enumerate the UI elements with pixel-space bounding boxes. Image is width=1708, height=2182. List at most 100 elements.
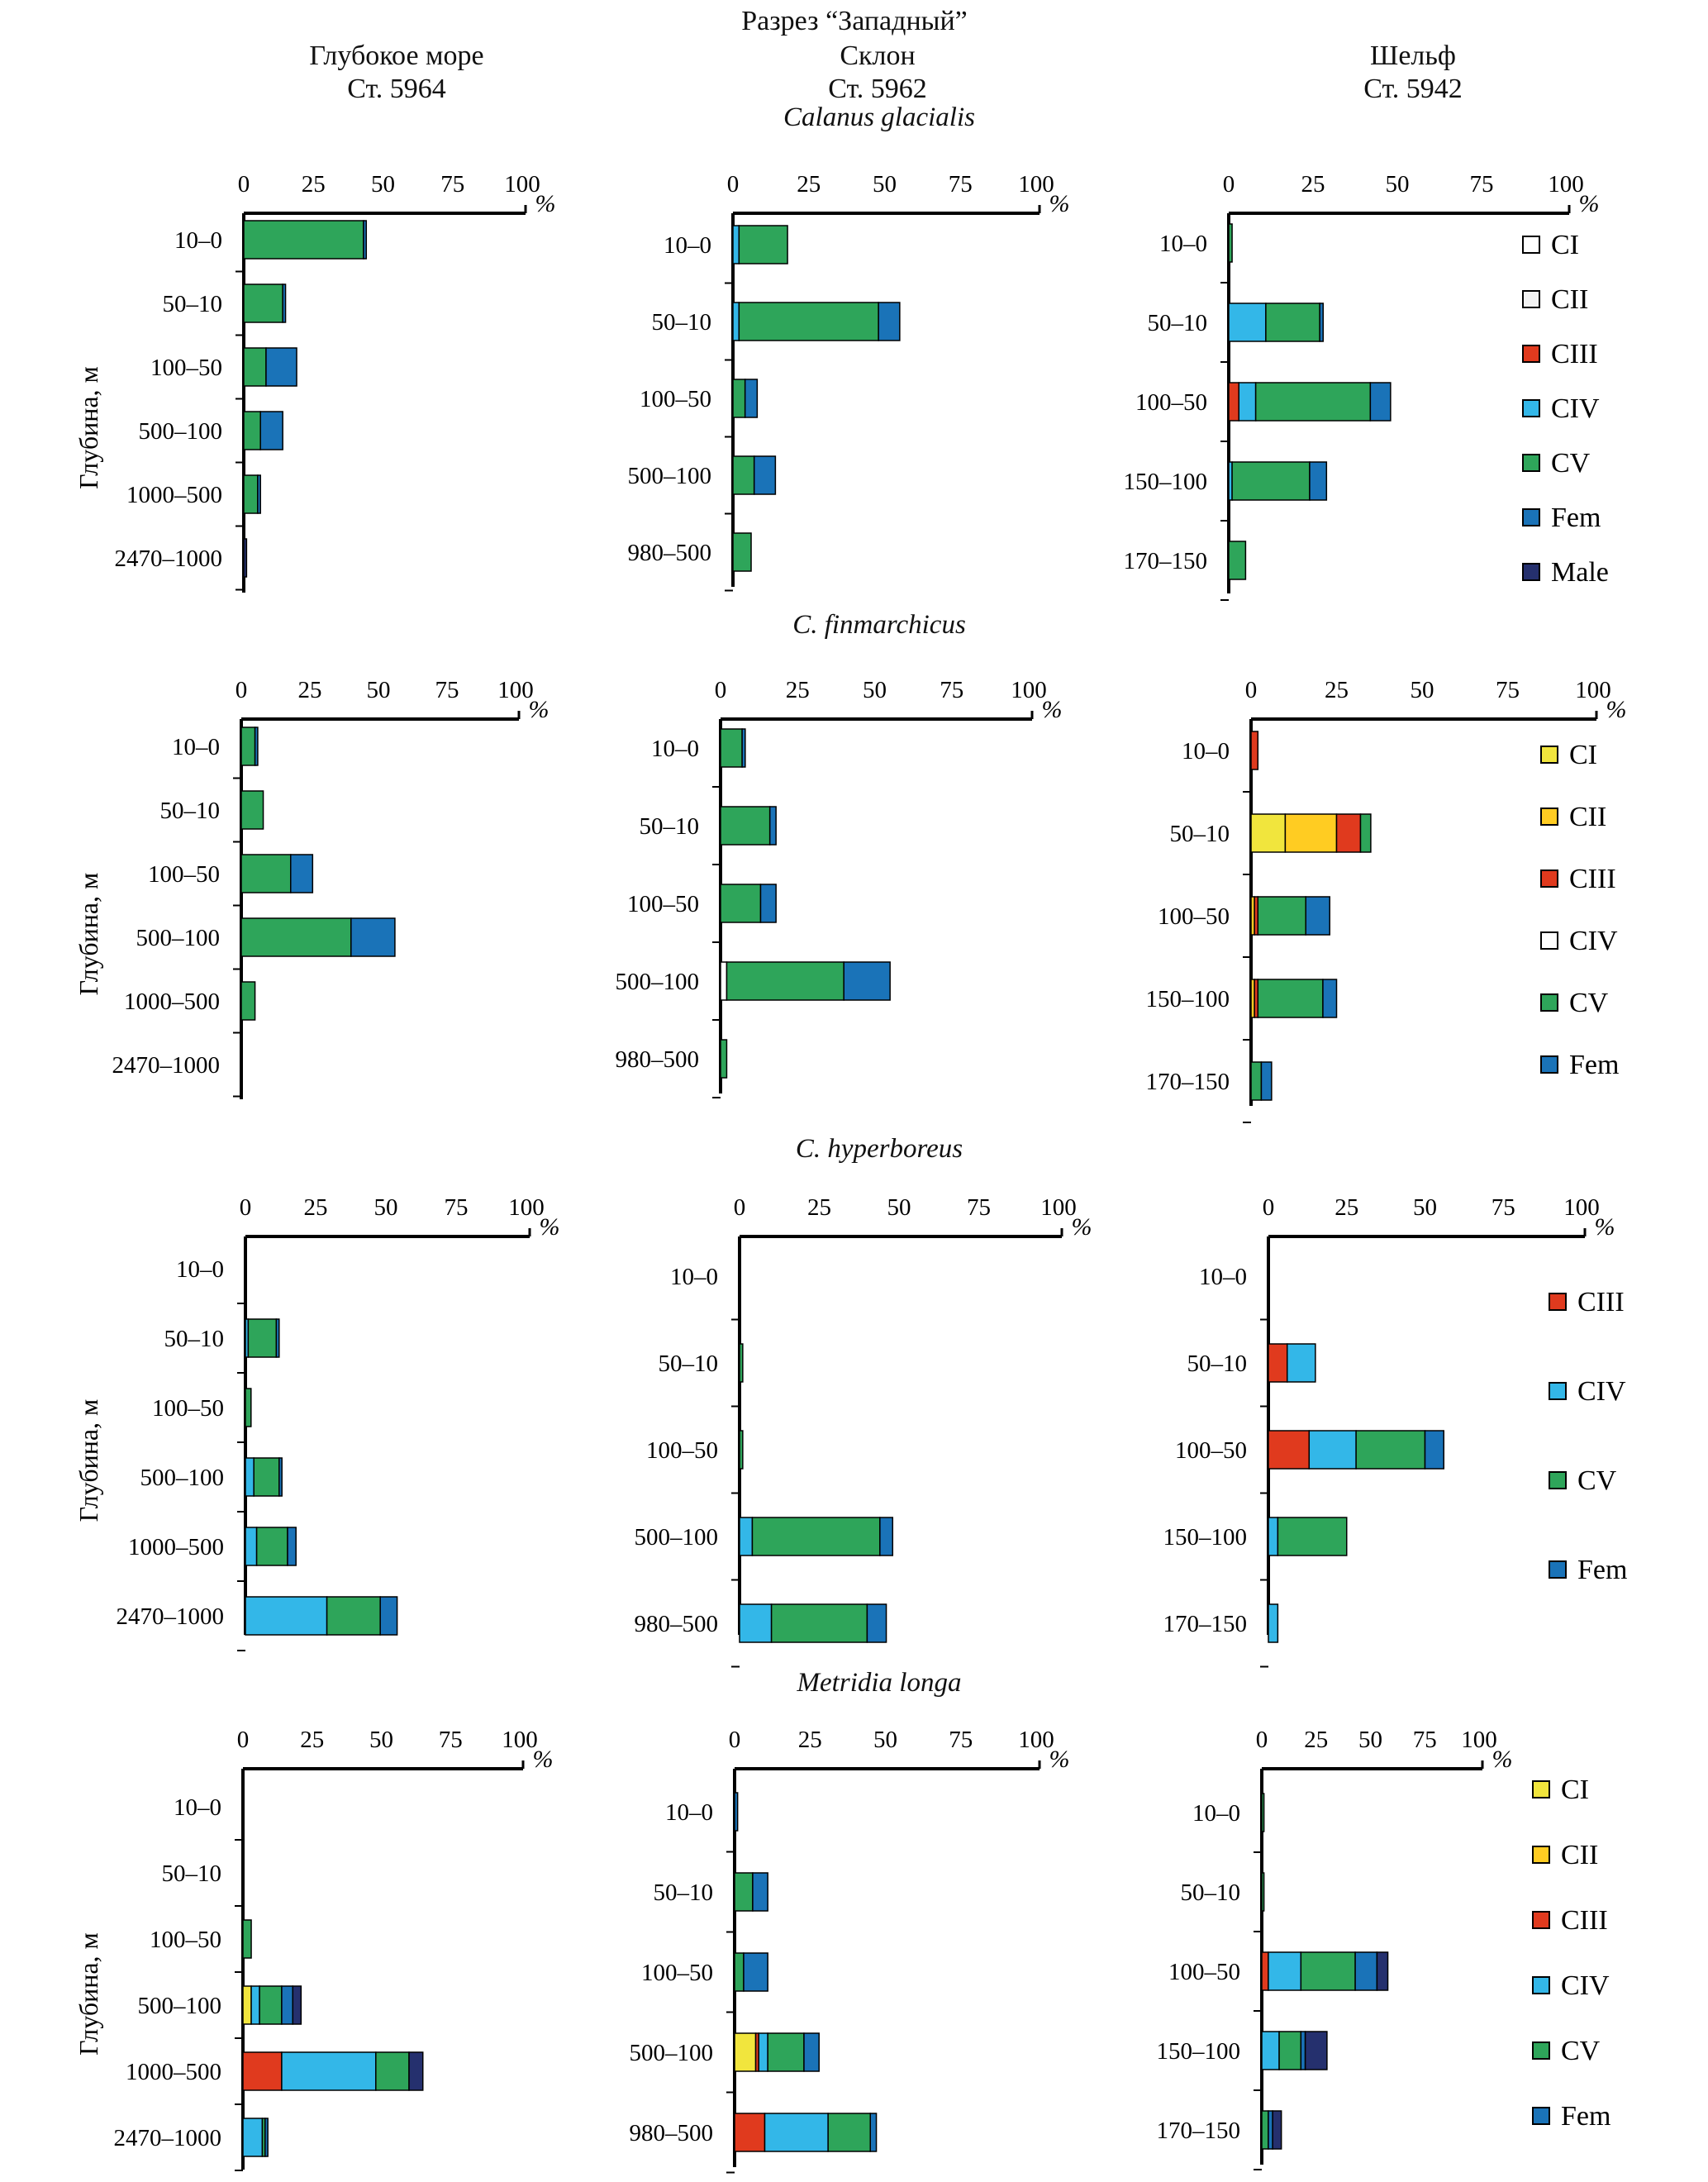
legend-label: CIII — [1577, 1287, 1625, 1317]
bar-segment-male — [1272, 2110, 1282, 2150]
y-tick-label: 50–10 — [640, 813, 700, 840]
x-tick-label: 50 — [873, 171, 897, 198]
x-tick-label: 50 — [374, 1194, 398, 1221]
x-tick-label: 0 — [734, 1194, 746, 1221]
bar-segment-cv — [255, 1527, 288, 1566]
x-unit-label: % — [529, 696, 550, 723]
bar-segment-civ — [1268, 1951, 1302, 1991]
bar-segment-fem — [254, 727, 259, 766]
legend-label: CI — [1551, 230, 1579, 260]
bar-segment-fem — [1369, 382, 1392, 422]
y-tick-label: 100–50 — [150, 355, 222, 381]
x-tick-label: 75 — [949, 1727, 973, 1753]
legend-swatch-fem — [1549, 1560, 1567, 1579]
bar-segment-fem — [1319, 303, 1324, 342]
x-tick-label: 50 — [1386, 171, 1410, 198]
bar-segment-civ — [732, 225, 740, 264]
y-tick-label: 170–150 — [1124, 548, 1208, 574]
bar-segment-civ — [250, 1985, 260, 2025]
legend-3: CIII CIV CV Fem — [1549, 1287, 1627, 1585]
x-tick-label: 0 — [1263, 1194, 1275, 1221]
bar-segment-cv — [732, 455, 755, 495]
bar-segment-ciii — [734, 2113, 766, 2152]
bar-segment-civ — [1286, 1343, 1316, 1383]
bar-segment-cv — [732, 379, 746, 418]
bar-segment-cv — [738, 302, 879, 341]
bar-segment-fem — [290, 854, 314, 893]
legend-swatch-ci — [1522, 236, 1540, 254]
bar-segment-fem — [1354, 1951, 1378, 1991]
bar-segment-cv — [375, 2051, 410, 2091]
bar-segment-cv — [253, 1457, 280, 1497]
bar-segment-cv — [240, 917, 352, 957]
y-tick-label: 1000–500 — [124, 989, 220, 1015]
legend-swatch-cii — [1532, 1846, 1550, 1864]
x-tick-label: 25 — [302, 171, 326, 198]
bar-segment-fem — [1300, 2031, 1306, 2070]
bar-segment-civ — [1238, 382, 1257, 422]
y-tick-label: 980–500 — [630, 2120, 714, 2146]
x-tick-label: 75 — [445, 1194, 469, 1221]
bar-segment-male — [243, 538, 248, 578]
y-tick-label: 980–500 — [635, 1611, 719, 1637]
legend-label: CI — [1561, 1775, 1589, 1805]
x-tick-label: 0 — [715, 677, 727, 703]
x-tick-label: 50 — [371, 171, 395, 198]
bar-segment-civ — [1268, 1517, 1279, 1556]
y-tick-label: 2470–1000 — [114, 2125, 222, 2151]
bar-segment-cv — [738, 225, 788, 264]
bar-segment-cv — [726, 961, 844, 1001]
bar-segment-civ — [1261, 2031, 1280, 2070]
x-tick-label: 75 — [1492, 1194, 1515, 1221]
x-tick-label: 25 — [797, 171, 821, 198]
panel-3-3: 0 25 50 75 100% 10–0 50–10 100–50 150–100 170–150 — [1163, 1194, 1615, 1668]
bar-segment-cv — [243, 474, 259, 514]
bar-segment-civ — [720, 961, 728, 1001]
bar-segment-cv — [1254, 382, 1372, 422]
x-tick-label: 25 — [798, 1727, 822, 1753]
x-tick-label: 100 — [1563, 1194, 1600, 1221]
bar-segment-fem — [741, 728, 746, 768]
bar-segment-cv — [243, 411, 261, 450]
y-tick-label: 50–10 — [1148, 310, 1208, 336]
bar-segment-cv — [326, 1596, 381, 1636]
legend-swatch-ci — [1532, 1780, 1550, 1798]
species-title-metridia-longa: Metridia longa — [797, 1668, 962, 1698]
legend-swatch-civ — [1522, 399, 1540, 417]
x-tick-label: 100 — [497, 677, 534, 703]
species-title-c-finmarchicus: C. finmarchicus — [792, 610, 966, 640]
legend-label: CII — [1561, 1840, 1598, 1870]
bar-segment-civ — [764, 2113, 829, 2152]
bar-segment-cv — [242, 1919, 252, 1959]
legend-label: CIV — [1569, 926, 1618, 956]
legend-swatch-ciii — [1532, 1911, 1550, 1929]
y-tick-label: 50–10 — [654, 1879, 714, 1906]
bar-segment-cv — [1261, 2110, 1269, 2150]
legend-swatch-cii — [1540, 808, 1558, 826]
x-tick-label: 25 — [786, 677, 810, 703]
legend-1: CI CII CIII CIV CV Fem Male — [1522, 230, 1609, 588]
y-tick-label: 50–10 — [1170, 821, 1230, 847]
bar-segment-male — [1304, 2031, 1328, 2070]
x-tick-label: 100 — [1018, 1727, 1054, 1753]
bar-segment-ci — [242, 1985, 252, 2025]
bar-segment-ci — [734, 2032, 757, 2072]
y-tick-label: 100–50 — [1168, 1959, 1240, 1985]
bar-segment-cv — [247, 1318, 278, 1358]
bar-segment-fem — [287, 1527, 297, 1566]
y-tick-label: 170–150 — [1163, 1611, 1248, 1637]
y-tick-label: 150–100 — [1163, 1524, 1248, 1551]
x-tick-label: 0 — [1245, 677, 1258, 703]
x-tick-label: 50 — [863, 677, 887, 703]
x-tick-label: 0 — [1256, 1727, 1268, 1753]
bar-segment-fem — [264, 2118, 269, 2157]
bar-segment-fem — [768, 806, 777, 846]
bar-segment-cv — [243, 220, 364, 260]
bar-segment-cv — [1261, 1872, 1265, 1912]
bar-segment-fem — [1305, 896, 1330, 936]
bar-segment-cv — [1228, 541, 1247, 580]
y-tick-label: 500–100 — [616, 969, 700, 995]
x-tick-label: 75 — [435, 677, 459, 703]
bar-segment-fem — [759, 884, 777, 923]
x-unit-label: % — [1492, 1746, 1513, 1773]
